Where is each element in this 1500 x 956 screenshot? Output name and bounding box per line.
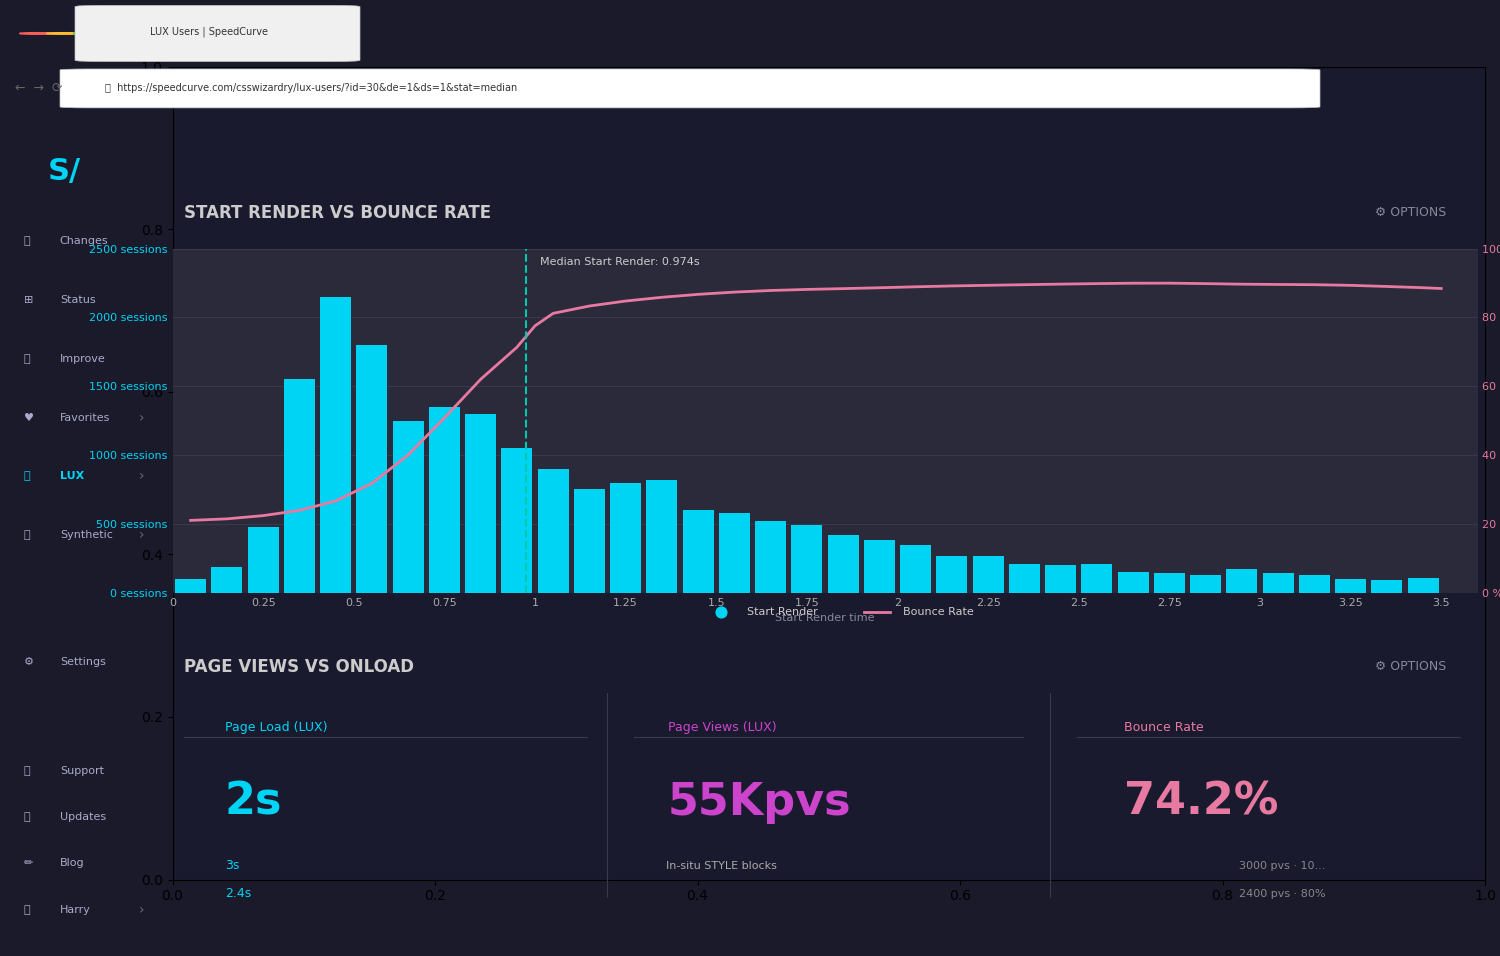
Bar xyxy=(1154,574,1185,593)
Text: ⚙: ⚙ xyxy=(24,657,33,666)
Bar xyxy=(972,555,1004,593)
Text: Start Render: Start Render xyxy=(747,607,818,617)
Text: ♥: ♥ xyxy=(24,413,33,423)
Bar xyxy=(792,525,822,593)
Text: 📢: 📢 xyxy=(24,813,30,822)
Bar xyxy=(465,414,496,593)
Text: In-situ STYLE blocks: In-situ STYLE blocks xyxy=(666,860,777,871)
Bar xyxy=(211,567,243,593)
Text: ›: › xyxy=(138,410,144,424)
Bar xyxy=(501,448,532,593)
Text: Page Load (LUX): Page Load (LUX) xyxy=(225,721,327,734)
Text: 🌐: 🌐 xyxy=(24,904,30,915)
Bar xyxy=(320,296,351,593)
Text: Bounce Rate: Bounce Rate xyxy=(1124,721,1203,734)
Text: 🔔: 🔔 xyxy=(24,236,30,246)
Text: 2s: 2s xyxy=(225,781,282,824)
Text: 🔒  https://speedcurve.com/csswizardry/lux-users/?id=30&de=1&ds=1&stat=median: 🔒 https://speedcurve.com/csswizardry/lux… xyxy=(105,83,518,94)
Bar xyxy=(1263,574,1293,593)
Text: 3s: 3s xyxy=(225,858,238,872)
Bar xyxy=(864,540,895,593)
Text: ✏: ✏ xyxy=(24,858,33,868)
Circle shape xyxy=(46,33,82,34)
Text: ›: › xyxy=(138,529,144,542)
Bar xyxy=(828,535,858,593)
Text: 55Kpvs: 55Kpvs xyxy=(668,781,852,824)
Bar xyxy=(537,468,568,593)
Text: ⊞: ⊞ xyxy=(24,294,33,305)
Bar xyxy=(682,511,714,593)
Text: 🎯: 🎯 xyxy=(24,354,30,363)
Text: Settings: Settings xyxy=(60,657,105,666)
Bar xyxy=(429,407,460,593)
Text: 3000 pvs · 10...: 3000 pvs · 10... xyxy=(1239,860,1326,871)
Text: START RENDER VS BOUNCE RATE: START RENDER VS BOUNCE RATE xyxy=(184,204,492,222)
Bar xyxy=(1299,575,1330,593)
Bar xyxy=(357,345,387,593)
Text: LUX: LUX xyxy=(60,471,84,482)
Bar xyxy=(1046,565,1076,593)
Text: Updates: Updates xyxy=(60,813,106,822)
Text: Status: Status xyxy=(60,294,96,305)
Bar xyxy=(284,380,315,593)
Text: ⚙ OPTIONS: ⚙ OPTIONS xyxy=(1376,661,1446,673)
Bar xyxy=(900,545,932,593)
Bar xyxy=(1407,577,1438,593)
Text: Page Views (LUX): Page Views (LUX) xyxy=(668,721,777,734)
Bar xyxy=(1082,564,1113,593)
Bar xyxy=(936,555,968,593)
Text: Changes: Changes xyxy=(60,236,108,246)
X-axis label: Start Render time: Start Render time xyxy=(776,613,874,623)
FancyBboxPatch shape xyxy=(75,6,360,61)
Text: 2400 pvs · 80%: 2400 pvs · 80% xyxy=(1239,889,1326,900)
Bar xyxy=(248,527,279,593)
Circle shape xyxy=(20,33,56,34)
Text: Bounce Rate: Bounce Rate xyxy=(903,607,974,617)
Text: ⚙ OPTIONS: ⚙ OPTIONS xyxy=(1376,206,1446,219)
Text: 📊: 📊 xyxy=(24,531,30,540)
Circle shape xyxy=(74,33,110,34)
FancyBboxPatch shape xyxy=(60,69,1320,108)
Bar xyxy=(1335,579,1366,593)
Text: Synthetic: Synthetic xyxy=(60,531,112,540)
Text: Median Start Render: 0.974s: Median Start Render: 0.974s xyxy=(540,257,699,267)
Bar xyxy=(1118,572,1149,593)
Bar xyxy=(1190,575,1221,593)
Text: S/: S/ xyxy=(48,157,81,185)
Bar xyxy=(574,489,604,593)
Text: 74.2%: 74.2% xyxy=(1124,781,1278,824)
Text: Blog: Blog xyxy=(60,858,84,868)
Text: 💬: 💬 xyxy=(24,766,30,776)
Bar xyxy=(1371,580,1402,593)
Text: 📶: 📶 xyxy=(24,471,30,482)
Text: Support: Support xyxy=(60,766,104,776)
Bar xyxy=(718,512,750,593)
Bar xyxy=(176,579,206,593)
Text: Harry: Harry xyxy=(60,904,90,915)
Text: ›: › xyxy=(138,469,144,484)
Bar xyxy=(610,483,640,593)
Bar xyxy=(646,480,678,593)
Text: ›: › xyxy=(138,902,144,917)
Text: Improve: Improve xyxy=(60,354,105,363)
Bar xyxy=(754,521,786,593)
Bar xyxy=(1227,570,1257,593)
Text: PAGE VIEWS VS ONLOAD: PAGE VIEWS VS ONLOAD xyxy=(184,658,414,676)
Text: ←  →  ⟳: ← → ⟳ xyxy=(15,82,63,95)
Text: Favorites: Favorites xyxy=(60,413,110,423)
Text: 2.4s: 2.4s xyxy=(225,887,251,901)
Bar xyxy=(1010,564,1040,593)
Text: LUX Users | SpeedCurve: LUX Users | SpeedCurve xyxy=(150,27,268,37)
Bar xyxy=(393,421,423,593)
